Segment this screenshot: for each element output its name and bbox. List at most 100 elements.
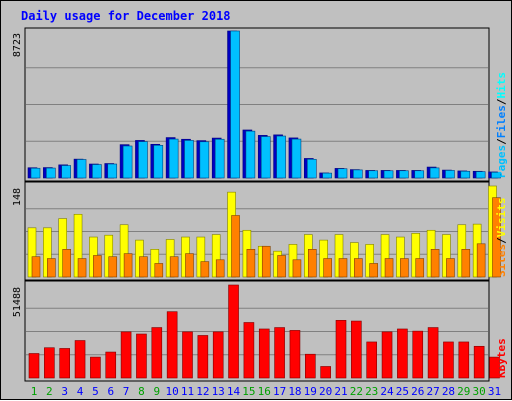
day-label: 2 [46, 385, 53, 398]
kbytes-bar [59, 348, 71, 379]
kbytes-bar [120, 331, 132, 379]
day-label: 14 [227, 385, 241, 398]
day-label: 9 [153, 385, 160, 398]
kbytes-bar [351, 320, 362, 379]
sites-bar [185, 253, 194, 278]
kbytes-bar [28, 353, 40, 379]
kbytes-bar [74, 340, 86, 379]
day-label: 28 [442, 385, 455, 398]
legend-entry: / [495, 98, 508, 105]
day-label: 20 [319, 385, 332, 398]
panel-2-legend: Sites/Visits [495, 198, 508, 278]
files-bar [276, 135, 286, 179]
sites-bar [415, 258, 425, 278]
sites-bar [384, 258, 394, 278]
files-bar [291, 138, 302, 179]
files-bar [445, 170, 455, 179]
day-label: 4 [77, 385, 84, 398]
files-bar [168, 138, 179, 179]
sites-bar [446, 258, 455, 278]
sites-bar [323, 258, 332, 278]
panel-3-max-label: 51488 [12, 287, 23, 317]
day-label: 6 [107, 385, 114, 398]
files-bar [46, 167, 56, 179]
files-bar [322, 172, 332, 179]
sites-bar [400, 258, 409, 278]
panel-1-max-label: 8723 [12, 33, 23, 57]
sites-bar [261, 245, 271, 278]
kbytes-bar [335, 320, 347, 379]
files-bar [230, 30, 240, 179]
day-label: 1 [31, 385, 38, 398]
kbytes-bar [228, 284, 239, 379]
legend-entry: / [495, 237, 508, 244]
day-label: 7 [123, 385, 130, 398]
sites-bar [461, 249, 471, 278]
files-bar [399, 170, 409, 179]
files-bar [475, 171, 486, 179]
legend-entry: Visits [495, 198, 508, 238]
sites-bar [246, 249, 256, 278]
kbytes-bar [136, 333, 147, 379]
day-label: 21 [334, 385, 347, 398]
sites-bar [47, 258, 56, 278]
day-label: 11 [181, 385, 194, 398]
sites-bar [354, 258, 363, 278]
day-label: 16 [258, 385, 271, 398]
kbytes-bar [473, 345, 485, 379]
files-bar [337, 168, 348, 179]
files-bar [429, 167, 440, 179]
files-bar [184, 140, 194, 179]
sites-bar [231, 215, 240, 278]
legend-entry: Files [495, 105, 508, 138]
sites-bar [31, 256, 41, 278]
files-bar [153, 145, 164, 179]
files-bar [491, 171, 501, 179]
kbytes-bar [427, 327, 439, 379]
day-label: 30 [473, 385, 486, 398]
kbytes-bar [320, 366, 331, 379]
legend-entry: KBytes [495, 338, 508, 378]
files-bar [368, 170, 379, 179]
files-bar [460, 170, 471, 179]
kbytes-bar [166, 311, 178, 379]
sites-bar [277, 255, 286, 278]
panel-3-legend: KBytes [495, 338, 508, 378]
panel-2-max-label: 148 [12, 188, 23, 206]
day-label: 26 [411, 385, 424, 398]
kbytes-bar [197, 335, 209, 379]
kbytes-bar [90, 356, 101, 379]
files-bar [383, 170, 394, 179]
day-label: 23 [365, 385, 378, 398]
kbytes-bar [274, 327, 285, 379]
day-label: 13 [212, 385, 225, 398]
files-bar [76, 159, 87, 179]
day-label: 12 [196, 385, 209, 398]
files-bar [414, 170, 425, 179]
kbytes-bar [458, 341, 470, 379]
legend-entry: / [495, 138, 508, 145]
kbytes-bar [105, 351, 117, 379]
day-label: 5 [92, 385, 99, 398]
legend-entry: Hits [495, 72, 508, 99]
kbytes-bar [258, 328, 270, 379]
legend-entry: Sites [495, 244, 508, 277]
legend-entry: Pages [495, 145, 508, 178]
files-bar [353, 169, 363, 179]
kbytes-bar [44, 347, 55, 379]
kbytes-bar [443, 341, 454, 379]
kbytes-bar [151, 327, 163, 379]
day-label: 31 [488, 385, 501, 398]
sites-bar [338, 258, 348, 278]
files-bar [138, 141, 148, 179]
sites-bar [77, 258, 87, 278]
kbytes-bar [489, 356, 500, 379]
panel-1-legend: Pages/Files/Hits [495, 72, 508, 178]
sites-bar [108, 256, 118, 278]
sites-bar [139, 256, 148, 278]
day-label: 18 [288, 385, 301, 398]
chart-title: Daily usage for December 2018 [21, 9, 231, 23]
day-label: 15 [242, 385, 255, 398]
